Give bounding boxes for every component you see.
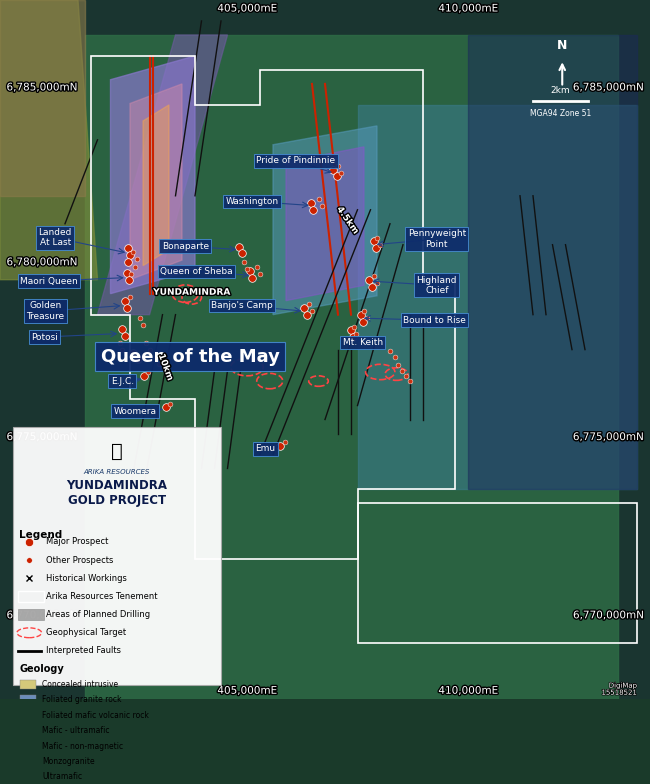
Polygon shape <box>273 126 377 314</box>
Text: Interpreted Faults: Interpreted Faults <box>46 647 120 655</box>
Text: Mafic - non-magnetic: Mafic - non-magnetic <box>42 742 124 750</box>
Polygon shape <box>0 0 98 280</box>
Text: Bonaparte: Bonaparte <box>162 241 209 251</box>
Text: 🌿: 🌿 <box>111 441 123 460</box>
Text: Maori Queen: Maori Queen <box>20 277 77 285</box>
Text: N: N <box>557 39 567 53</box>
Text: MGA94 Zone 51: MGA94 Zone 51 <box>530 109 592 118</box>
Text: Banjo's Camp: Banjo's Camp <box>211 301 273 310</box>
Text: ARIKA RESOURCES: ARIKA RESOURCES <box>84 469 150 475</box>
Bar <box>20 741 36 751</box>
Bar <box>18 609 44 620</box>
Polygon shape <box>286 147 364 300</box>
Text: YUNDAMINDRA
GOLD PROJECT: YUNDAMINDRA GOLD PROJECT <box>66 479 168 507</box>
Text: Monzogranite: Monzogranite <box>42 757 95 766</box>
Text: Arika Resources Tenement: Arika Resources Tenement <box>46 592 157 601</box>
Text: Woomera: Woomera <box>114 407 157 416</box>
Text: Geology: Geology <box>20 663 64 673</box>
Text: Mafic - ultramafic: Mafic - ultramafic <box>42 726 110 735</box>
Text: Queen of Sheba: Queen of Sheba <box>160 267 233 276</box>
Bar <box>20 680 36 689</box>
Text: Potosi: Potosi <box>31 332 58 342</box>
Polygon shape <box>358 105 637 489</box>
Polygon shape <box>468 35 637 489</box>
Polygon shape <box>98 35 228 314</box>
Text: Pennyweight
Point: Pennyweight Point <box>408 230 466 249</box>
Bar <box>18 591 44 602</box>
Text: 6,770,000mN: 6,770,000mN <box>6 610 77 620</box>
Text: 410,000mE: 410,000mE <box>438 3 498 13</box>
Text: Other Prospects: Other Prospects <box>46 556 113 564</box>
Text: Concealed intrusive: Concealed intrusive <box>42 680 118 689</box>
Polygon shape <box>111 56 195 294</box>
Text: 6,785,000mN: 6,785,000mN <box>6 82 77 93</box>
Bar <box>20 710 36 720</box>
Polygon shape <box>0 0 84 196</box>
Text: Legend: Legend <box>20 530 63 540</box>
Text: 6,780,000mN: 6,780,000mN <box>6 257 77 267</box>
Text: Golden
Treasure: Golden Treasure <box>27 302 64 321</box>
Bar <box>20 772 36 782</box>
Text: Bound to Rise: Bound to Rise <box>403 316 465 325</box>
Text: Historical Workings: Historical Workings <box>46 574 126 583</box>
Text: Washington: Washington <box>226 197 279 206</box>
Text: Ultramafic: Ultramafic <box>42 772 83 782</box>
Text: 6,775,000mN: 6,775,000mN <box>573 432 644 442</box>
Text: 6,775,000mN: 6,775,000mN <box>6 432 77 442</box>
Text: 405,000mE: 405,000mE <box>217 686 277 695</box>
Text: Geophysical Target: Geophysical Target <box>46 628 125 637</box>
Text: 2km: 2km <box>551 86 571 95</box>
Polygon shape <box>84 35 618 699</box>
Text: Mt. Keith: Mt. Keith <box>343 338 383 347</box>
Text: Emu: Emu <box>255 445 275 453</box>
Text: 405,000mE: 405,000mE <box>217 3 277 13</box>
Bar <box>13 426 221 685</box>
Bar <box>20 757 36 766</box>
Text: Pride of Pindinnie: Pride of Pindinnie <box>256 156 335 165</box>
Text: Areas of Planned Drilling: Areas of Planned Drilling <box>46 610 150 619</box>
Text: YUNDAMINDRA: YUNDAMINDRA <box>153 288 230 297</box>
Text: Major Prospect: Major Prospect <box>46 537 108 546</box>
Text: Highland
Chief: Highland Chief <box>417 276 457 295</box>
Bar <box>20 695 36 705</box>
Text: 6,770,000mN: 6,770,000mN <box>573 610 644 620</box>
Text: 410,000mE: 410,000mE <box>438 686 498 695</box>
Text: Landed
At Last: Landed At Last <box>38 228 72 248</box>
Text: 10km: 10km <box>157 353 175 382</box>
Text: Queen of the May: Queen of the May <box>101 347 280 365</box>
Text: 4.5km: 4.5km <box>335 205 361 236</box>
Text: DigiMap
15518521: DigiMap 15518521 <box>601 683 637 695</box>
Bar <box>20 726 36 735</box>
Text: Foliated mafic volcanic rock: Foliated mafic volcanic rock <box>42 711 149 720</box>
Polygon shape <box>143 105 169 266</box>
Text: E.J.C.: E.J.C. <box>111 376 134 386</box>
Text: 6,785,000mN: 6,785,000mN <box>573 82 644 93</box>
Text: Foliated granite rock: Foliated granite rock <box>42 695 122 704</box>
Polygon shape <box>130 84 182 280</box>
